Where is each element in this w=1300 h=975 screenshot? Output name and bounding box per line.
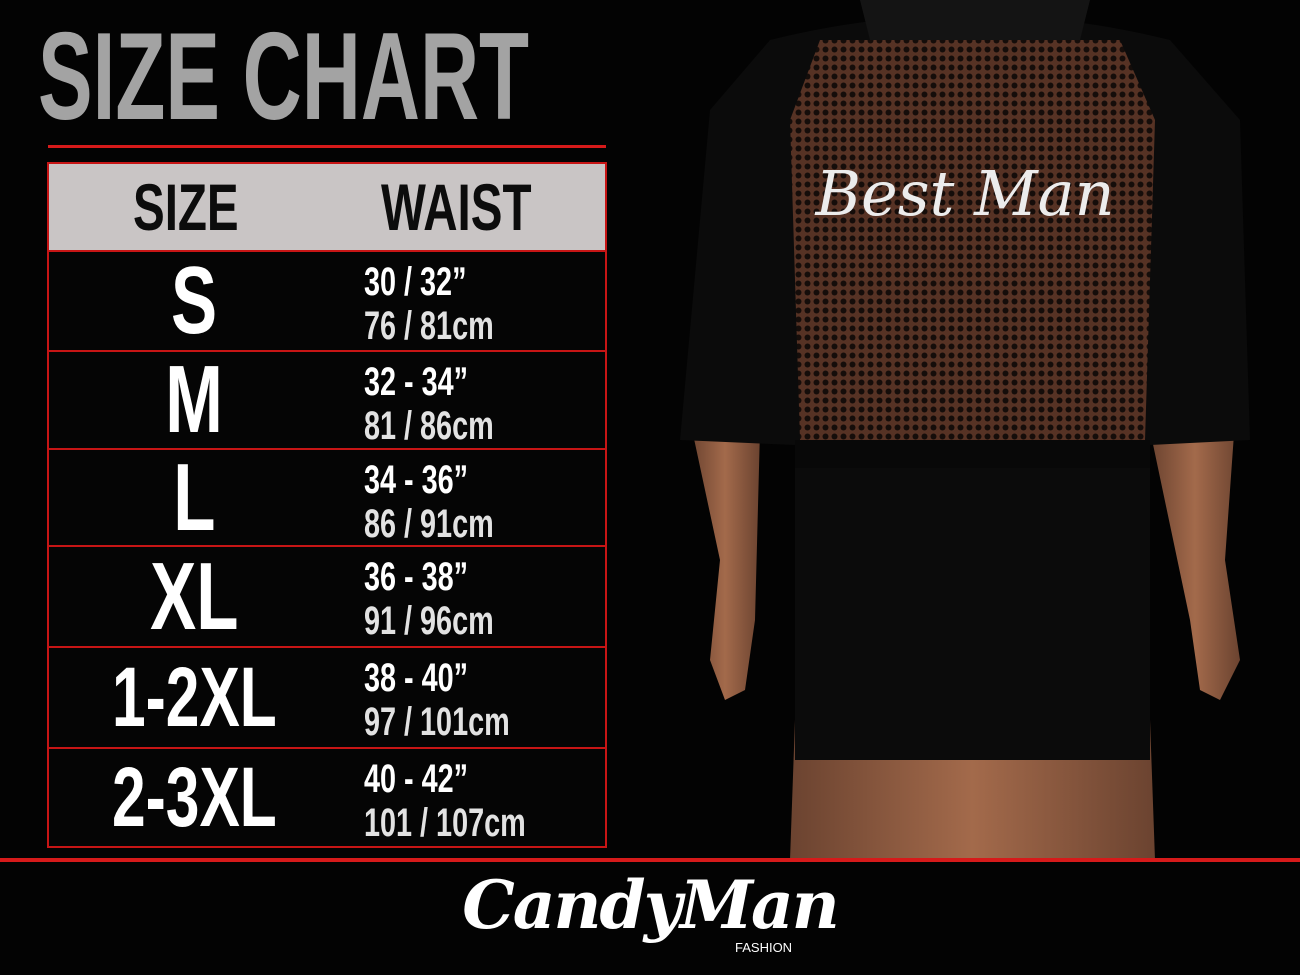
size-label: XL <box>49 547 339 646</box>
robe-collar <box>860 0 1090 40</box>
mesh-panel <box>790 40 1155 440</box>
waist-inches: 36 - 38” <box>364 555 469 599</box>
waist-cm: 101 / 107cm <box>364 801 526 845</box>
header-waist: WAIST <box>381 170 532 244</box>
table-row: M 32 - 34” 81 / 86cm <box>49 352 605 450</box>
size-text: S <box>170 247 218 354</box>
size-label: 2-3XL <box>49 749 339 846</box>
waist-cm: 76 / 81cm <box>364 304 494 348</box>
size-label: S <box>49 252 339 350</box>
size-text: 1-2XL <box>111 650 277 744</box>
waist-inches: 30 / 32” <box>364 260 467 304</box>
brand-name: CandyMan <box>462 866 840 944</box>
title-text: SIZE CHART <box>38 8 530 146</box>
size-text: XL <box>149 543 239 650</box>
waist-cm: 97 / 101cm <box>364 700 510 744</box>
table-row: S 30 / 32” 76 / 81cm <box>49 252 605 352</box>
table-header: SIZE WAIST <box>49 164 605 252</box>
size-label: M <box>49 352 339 448</box>
waist-cm: 86 / 91cm <box>364 502 494 546</box>
right-arm <box>1150 420 1240 700</box>
waist-values: 38 - 40” 97 / 101cm <box>364 656 566 744</box>
brand-sub: FASHION <box>735 940 793 955</box>
best-man-print: Best Man <box>814 157 1114 230</box>
waist-inches: 32 - 34” <box>364 360 469 404</box>
footer-divider <box>0 858 1300 862</box>
size-text: M <box>165 346 223 453</box>
brand-logo: CandyMan FASHION <box>0 866 1300 955</box>
waist-values: 32 - 34” 81 / 86cm <box>364 360 544 448</box>
waist-inches: 38 - 40” <box>364 656 469 700</box>
table-row: 1-2XL 38 - 40” 97 / 101cm <box>49 648 605 749</box>
product-photo: Best Man <box>680 0 1250 860</box>
left-arm <box>690 420 760 700</box>
size-label: L <box>49 444 339 551</box>
waist-inches: 34 - 36” <box>364 458 469 502</box>
waist-inches: 40 - 42” <box>364 757 469 801</box>
waist-values: 40 - 42” 101 / 107cm <box>364 757 589 845</box>
header-size: SIZE <box>133 170 239 244</box>
size-label: 1-2XL <box>49 648 339 747</box>
page-title: SIZE CHART <box>38 8 782 146</box>
waist-values: 34 - 36” 86 / 91cm <box>364 458 544 546</box>
size-text: 2-3XL <box>111 750 277 844</box>
table-row: XL 36 - 38” 91 / 96cm <box>49 547 605 648</box>
waist-cm: 81 / 86cm <box>364 404 494 448</box>
size-table: SIZE WAIST S 30 / 32” 76 / 81cm M 32 - 3… <box>47 162 607 848</box>
table-row: 2-3XL 40 - 42” 101 / 107cm <box>49 749 605 846</box>
waist-values: 30 / 32” 76 / 81cm <box>364 260 544 348</box>
robe-belt <box>795 440 1150 468</box>
size-text: L <box>172 444 216 551</box>
title-divider <box>48 145 606 148</box>
waist-cm: 91 / 96cm <box>364 599 494 643</box>
table-row: L 34 - 36” 86 / 91cm <box>49 450 605 547</box>
waist-values: 36 - 38” 91 / 96cm <box>364 555 544 643</box>
